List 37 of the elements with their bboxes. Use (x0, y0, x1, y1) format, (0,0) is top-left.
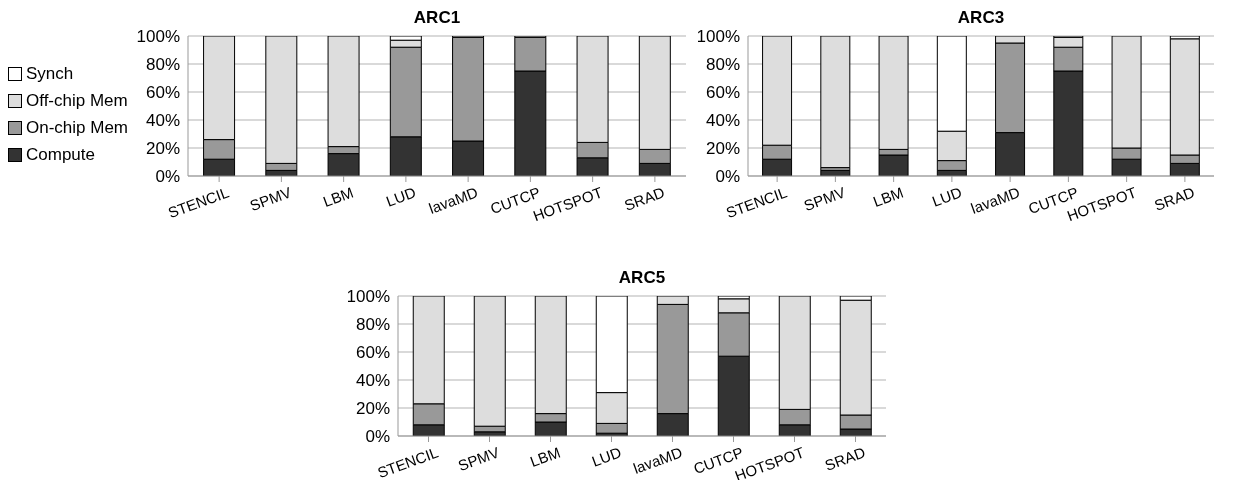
y-tick-label: 80% (355, 315, 390, 335)
legend-label: On-chip Mem (26, 117, 129, 138)
y-tick-label: 40% (705, 111, 740, 131)
y-tick-label: 40% (355, 371, 390, 391)
x-tick-label: LUD (589, 443, 624, 470)
y-tick-label: 80% (145, 55, 180, 75)
x-tick-label: LBM (870, 183, 906, 211)
legend-label: Synch (26, 63, 74, 84)
x-tick-label: SPMV (801, 183, 848, 215)
x-tick-label: SRAD (822, 443, 868, 474)
y-tick-label: 20% (355, 399, 390, 419)
legend-label: Compute (26, 144, 95, 165)
y-tick-label: 100% (696, 27, 740, 47)
chart-title: ARC1 (412, 8, 462, 28)
y-tick-label: 60% (145, 83, 180, 103)
y-tick-label: 20% (145, 139, 180, 159)
x-tick-label: SRAD (1151, 183, 1197, 214)
y-tick-label: 0% (155, 167, 180, 187)
y-tick-label: 100% (136, 27, 180, 47)
y-tick-label: 0% (365, 427, 390, 447)
x-tick-label: LUD (929, 183, 964, 210)
chart-title: ARC5 (617, 268, 667, 288)
legend-label: Off-chip Mem (26, 90, 128, 111)
x-tick-label: SPMV (247, 183, 294, 215)
y-tick-label: 40% (145, 111, 180, 131)
y-tick-label: 0% (715, 167, 740, 187)
y-tick-label: 80% (705, 55, 740, 75)
x-tick-label: SRAD (621, 183, 667, 214)
x-tick-label: SPMV (455, 443, 502, 475)
y-tick-label: 60% (355, 343, 390, 363)
y-tick-label: 100% (346, 287, 390, 307)
y-tick-label: 20% (705, 139, 740, 159)
chart-title: ARC3 (956, 8, 1006, 28)
y-tick-label: 60% (705, 83, 740, 103)
x-tick-label: LBM (320, 183, 356, 211)
x-tick-label: LUD (383, 183, 418, 210)
x-tick-label: LBM (527, 443, 563, 471)
